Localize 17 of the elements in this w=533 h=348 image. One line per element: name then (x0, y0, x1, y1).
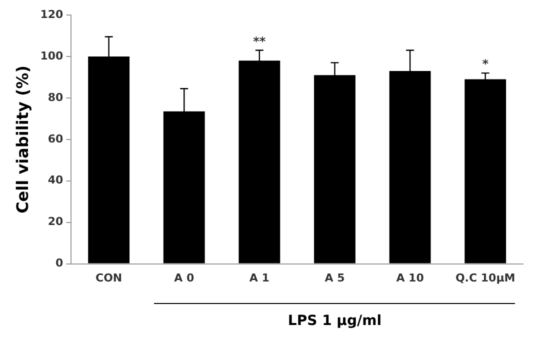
y-tick-label: 20 (48, 215, 64, 228)
x-tick-label: A 10 (396, 271, 424, 284)
x-tick-label: Q.C 10µM (455, 271, 516, 284)
y-tick-label: 80 (48, 90, 64, 104)
x-tick-label: A 1 (249, 271, 270, 284)
data-label: ** (253, 34, 266, 48)
data-label: * (482, 57, 490, 72)
x-tick-label: A 0 (174, 271, 194, 284)
y-tick-label: 60 (48, 132, 64, 146)
y-axis-title: Cell viability (%) (12, 65, 32, 214)
x-tick-label: A 5 (324, 271, 345, 284)
y-tick-label: 100 (40, 49, 64, 62)
y-tick-label: 120 (40, 8, 64, 21)
x-tick-label: CON (95, 271, 122, 284)
x-axis-title: LPS 1 µg/ml (288, 313, 382, 329)
y-tick-label: 40 (48, 174, 64, 187)
y-tick-label: 0 (56, 256, 64, 270)
